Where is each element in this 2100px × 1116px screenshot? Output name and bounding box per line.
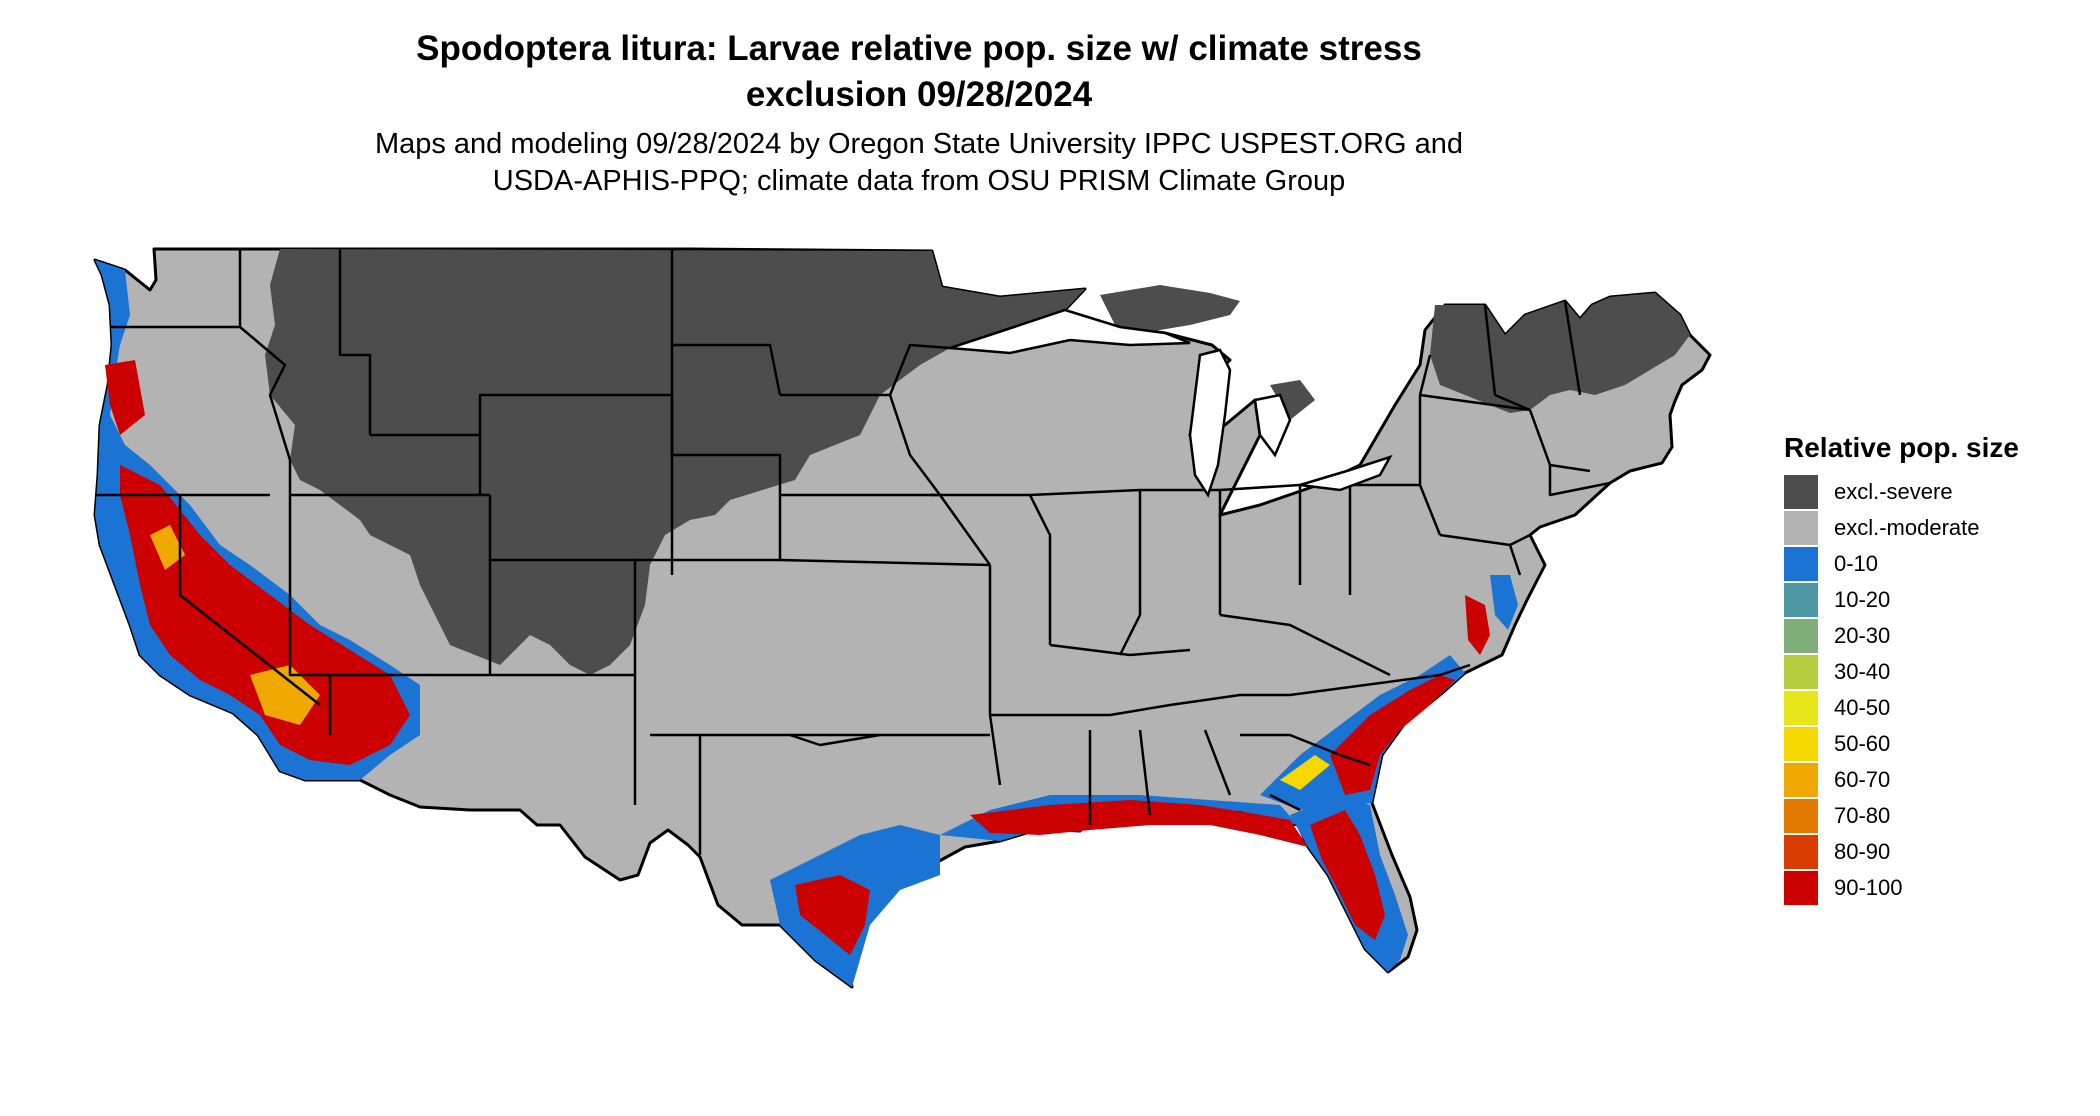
pacific-coast-high xyxy=(105,360,410,765)
legend-swatch xyxy=(1784,583,1818,617)
legend-item: 30-40 xyxy=(1784,654,2019,690)
texas-coast-high xyxy=(795,875,870,955)
legend-swatch xyxy=(1784,727,1818,761)
legend-label: 40-50 xyxy=(1834,695,1891,720)
map-title-line1: Spodoptera litura: Larvae relative pop. … xyxy=(416,29,1422,68)
legend-item: 50-60 xyxy=(1784,726,2019,762)
legend-item: 80-90 xyxy=(1784,834,2019,870)
atlantic-coast-mid xyxy=(1280,755,1330,790)
us-map xyxy=(93,247,1712,989)
legend-label: 0-10 xyxy=(1834,551,1879,576)
legend-swatch xyxy=(1784,619,1818,653)
map-title: Spodoptera litura: Larvae relative pop. … xyxy=(0,26,1838,118)
map-title-line2: exclusion 09/28/2024 xyxy=(745,75,1093,114)
florida-high xyxy=(1310,810,1385,940)
legend-label: 20-30 xyxy=(1834,623,1891,648)
map-subtitle-line1: Maps and modeling 09/28/2024 by Oregon S… xyxy=(374,128,1464,160)
legend-label: excl.-moderate xyxy=(1834,515,1980,540)
legend-item: 20-30 xyxy=(1784,618,2019,654)
legend-title: Relative pop. size xyxy=(1784,432,2019,463)
map-subtitle: Maps and modeling 09/28/2024 by Oregon S… xyxy=(0,126,1838,200)
legend-swatch xyxy=(1784,475,1818,509)
legend-label: 10-20 xyxy=(1834,587,1891,612)
map-subtitle-line2: USDA-APHIS-PPQ; climate data from OSU PR… xyxy=(492,165,1346,197)
legend: Relative pop. size excl.-severe excl.-mo… xyxy=(1784,432,2019,906)
legend-swatch xyxy=(1784,511,1818,545)
legend-label: 60-70 xyxy=(1834,767,1891,792)
legend-swatch xyxy=(1784,835,1818,869)
legend-item: excl.-moderate xyxy=(1784,510,2019,546)
legend-swatch xyxy=(1784,655,1818,689)
legend-item: 70-80 xyxy=(1784,798,2019,834)
legend-swatch xyxy=(1784,763,1818,797)
us-landmass xyxy=(93,247,1712,989)
state-borders xyxy=(95,249,1611,855)
legend-swatch xyxy=(1784,691,1818,725)
lake-huron xyxy=(1253,393,1292,458)
legend-item: excl.-severe xyxy=(1784,474,2019,510)
lake-michigan xyxy=(1188,348,1232,498)
gulf-coast-high xyxy=(970,800,1308,847)
legend-item: 40-50 xyxy=(1784,690,2019,726)
legend-item: 0-10 xyxy=(1784,546,2019,582)
legend-item: 10-20 xyxy=(1784,582,2019,618)
great-lakes xyxy=(949,308,1393,498)
mid-atlantic-high xyxy=(1465,595,1490,655)
legend-label: 80-90 xyxy=(1834,839,1891,864)
legend-swatch xyxy=(1784,547,1818,581)
lake-superior xyxy=(949,308,1191,355)
suitability-zones xyxy=(95,260,1518,987)
legend-swatch xyxy=(1784,871,1818,905)
pacific-coast-mid xyxy=(150,525,320,725)
legend-label: 70-80 xyxy=(1834,803,1891,828)
atlantic-coast-high xyxy=(1330,675,1455,795)
legend-item: 60-70 xyxy=(1784,762,2019,798)
legend-item: 90-100 xyxy=(1784,870,2019,906)
legend-swatch xyxy=(1784,799,1818,833)
legend-label: excl.-severe xyxy=(1834,479,1953,504)
lake-erie xyxy=(1299,454,1393,492)
legend-label: 30-40 xyxy=(1834,659,1891,684)
severe-exclusion-regions xyxy=(265,249,1690,675)
mid-atlantic-low xyxy=(1490,575,1518,630)
legend-label: 90-100 xyxy=(1834,875,1903,900)
legend-label: 50-60 xyxy=(1834,731,1891,756)
